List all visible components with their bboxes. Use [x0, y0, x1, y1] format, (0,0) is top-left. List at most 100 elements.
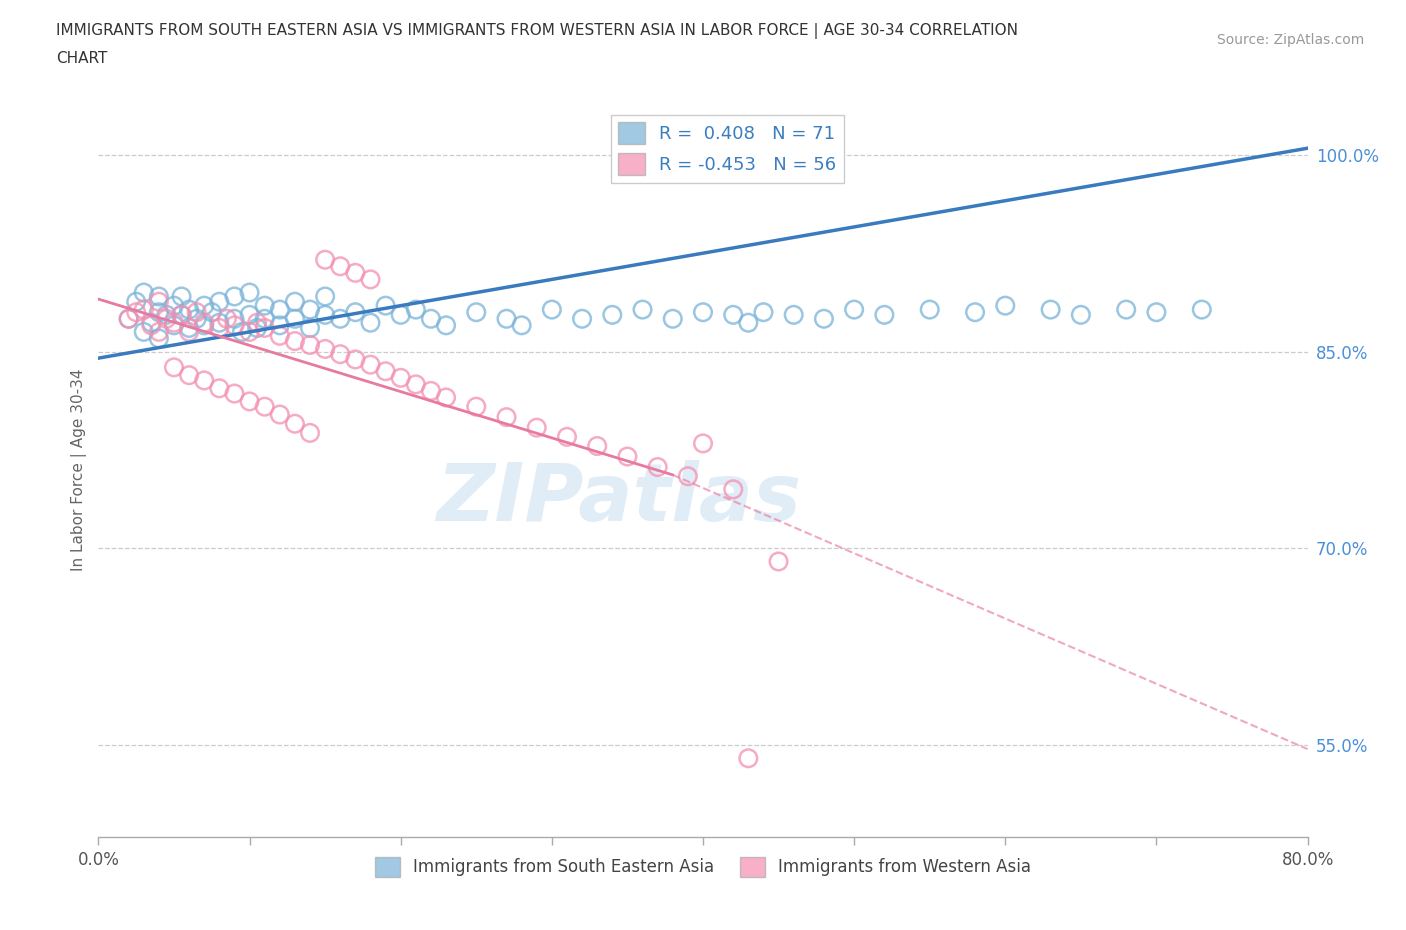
- Point: [208, 381, 231, 396]
- Point: [918, 302, 941, 317]
- Point: [118, 312, 141, 326]
- Point: [239, 325, 262, 339]
- Point: [813, 312, 835, 326]
- Point: [360, 315, 382, 330]
- Y-axis label: In Labor Force | Age 30-34: In Labor Force | Age 30-34: [72, 368, 87, 571]
- Point: [434, 390, 457, 405]
- Point: [224, 386, 246, 401]
- Point: [314, 252, 336, 267]
- Text: Source: ZipAtlas.com: Source: ZipAtlas.com: [1216, 33, 1364, 46]
- Point: [208, 321, 231, 336]
- Point: [179, 325, 201, 339]
- Point: [193, 299, 215, 313]
- Point: [299, 338, 322, 352]
- Point: [215, 312, 238, 326]
- Point: [692, 436, 714, 451]
- Point: [495, 410, 517, 425]
- Point: [186, 305, 208, 320]
- Point: [420, 312, 443, 326]
- Point: [329, 312, 352, 326]
- Point: [148, 289, 170, 304]
- Point: [965, 305, 987, 320]
- Point: [1191, 302, 1213, 317]
- Point: [768, 554, 790, 569]
- Point: [994, 299, 1017, 313]
- Point: [723, 482, 745, 497]
- Point: [1402, 180, 1406, 195]
- Point: [269, 407, 291, 422]
- Text: CHART: CHART: [56, 51, 108, 66]
- Point: [495, 312, 517, 326]
- Point: [170, 308, 193, 323]
- Point: [155, 312, 177, 326]
- Text: IMMIGRANTS FROM SOUTH EASTERN ASIA VS IMMIGRANTS FROM WESTERN ASIA IN LABOR FORC: IMMIGRANTS FROM SOUTH EASTERN ASIA VS IM…: [56, 23, 1018, 39]
- Point: [723, 308, 745, 323]
- Point: [201, 305, 224, 320]
- Point: [434, 318, 457, 333]
- Legend: Immigrants from South Eastern Asia, Immigrants from Western Asia: Immigrants from South Eastern Asia, Immi…: [368, 850, 1038, 883]
- Point: [844, 302, 866, 317]
- Point: [208, 294, 231, 309]
- Point: [193, 318, 215, 333]
- Point: [1144, 305, 1167, 320]
- Point: [374, 299, 396, 313]
- Point: [132, 286, 155, 300]
- Point: [752, 305, 775, 320]
- Point: [148, 294, 170, 309]
- Point: [170, 308, 193, 323]
- Point: [737, 751, 759, 765]
- Point: [179, 302, 201, 317]
- Point: [314, 308, 336, 323]
- Point: [148, 305, 170, 320]
- Point: [344, 265, 367, 280]
- Point: [1039, 302, 1062, 317]
- Point: [602, 308, 624, 323]
- Point: [344, 305, 367, 320]
- Point: [329, 347, 352, 362]
- Point: [1115, 302, 1137, 317]
- Point: [465, 305, 488, 320]
- Point: [224, 318, 246, 333]
- Point: [186, 312, 208, 326]
- Point: [314, 341, 336, 356]
- Point: [193, 315, 215, 330]
- Point: [783, 308, 806, 323]
- Point: [526, 420, 548, 435]
- Point: [246, 315, 269, 330]
- Point: [284, 334, 307, 349]
- Point: [1372, 193, 1395, 208]
- Point: [224, 289, 246, 304]
- Point: [344, 352, 367, 367]
- Point: [420, 383, 443, 398]
- Point: [179, 321, 201, 336]
- Point: [163, 315, 186, 330]
- Point: [510, 318, 533, 333]
- Point: [616, 449, 638, 464]
- Point: [141, 315, 163, 330]
- Point: [314, 289, 336, 304]
- Point: [193, 373, 215, 388]
- Point: [676, 469, 699, 484]
- Point: [284, 294, 307, 309]
- Point: [253, 312, 276, 326]
- Point: [269, 328, 291, 343]
- Point: [253, 399, 276, 414]
- Point: [269, 318, 291, 333]
- Point: [405, 377, 427, 392]
- Point: [299, 302, 322, 317]
- Point: [125, 305, 148, 320]
- Point: [170, 289, 193, 304]
- Point: [253, 321, 276, 336]
- Point: [389, 370, 412, 385]
- Point: [284, 312, 307, 326]
- Point: [155, 308, 177, 323]
- Point: [360, 272, 382, 286]
- Point: [540, 302, 562, 317]
- Point: [179, 367, 201, 382]
- Point: [141, 318, 163, 333]
- Point: [873, 308, 896, 323]
- Point: [132, 302, 155, 317]
- Point: [692, 305, 714, 320]
- Point: [125, 294, 148, 309]
- Point: [208, 315, 231, 330]
